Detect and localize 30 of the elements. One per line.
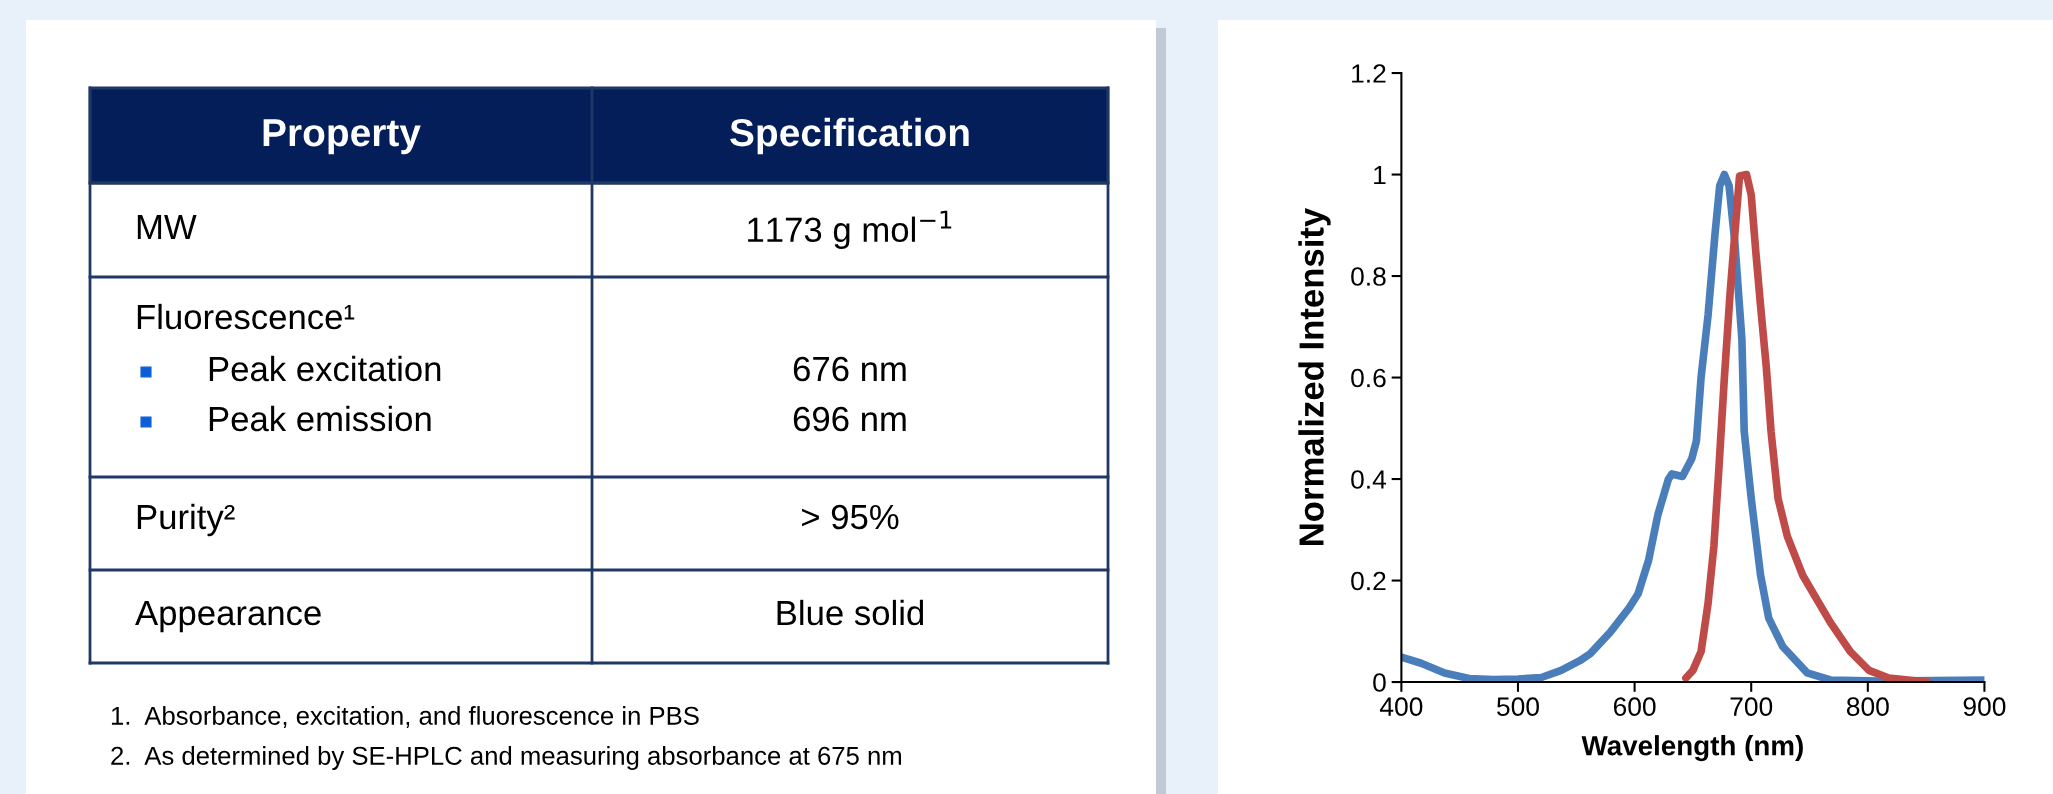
y-tick-label: 0.4 [1351,470,1387,489]
x-tick-label: 500 [1497,697,1539,717]
text: > 95% [802,504,899,530]
text: Fluorescence¹ [137,303,355,330]
y-tick-label: 0 [1373,673,1386,692]
y-tick-label: 0.2 [1351,571,1386,591]
text: 676 nm [793,356,906,382]
x-axis-title: Wavelength (nm) [1581,735,1803,762]
y-axis-title: Normalized Intensity [1298,207,1331,545]
text: Blue solid [777,599,924,626]
text: 1173 g mol$^{−1}$ [748,210,952,249]
x-tick-label: 700 [1730,697,1773,717]
text: Purity² [137,503,235,537]
y-tick-label: 1 [1374,165,1386,185]
x-tick-label: 900 [1963,697,2006,717]
y-tick-label: 0.6 [1351,368,1386,388]
x-tick-label: 600 [1613,697,1656,717]
text: 1. Absorbance, excitation, and fluorescence in PBS [111,706,699,728]
x-tick-label: 800 [1846,697,1889,717]
text: 2. As determined by SE-HPLC and measuring absorbance at 675 nm [111,746,901,770]
text: 696 nm [793,406,906,432]
y-tick-label: 0.8 [1351,267,1386,286]
text: Appearance [135,601,321,633]
text: Peak emission [209,405,431,432]
y-tick-label: 1.2 [1352,64,1386,83]
x-tick-label: 400 [1379,697,1423,717]
text: Specification [730,117,969,155]
text: Property [263,119,421,155]
text: Peak excitation [209,355,441,382]
text: MW [137,215,197,239]
